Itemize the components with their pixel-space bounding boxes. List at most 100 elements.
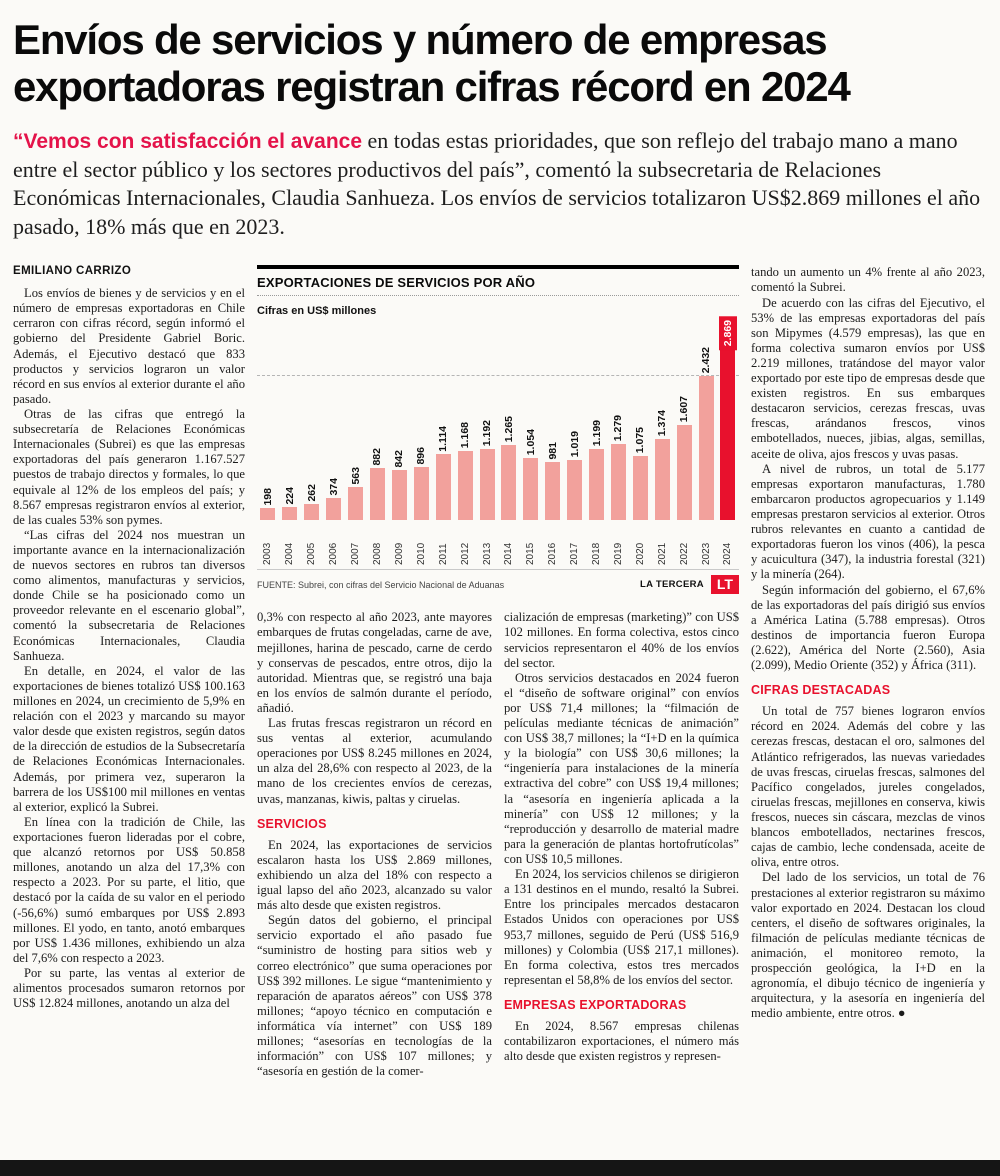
chart-reference-line [257, 375, 739, 377]
brand-name: LA TERCERA [640, 579, 704, 591]
chart-bar-group: 1.075 2020 [629, 427, 651, 565]
bar [720, 350, 736, 521]
chart-bar-group: 224 2004 [279, 486, 301, 566]
bar [589, 449, 605, 521]
bar-year-label: 2004 [284, 543, 296, 566]
services-exports-chart: EXPORTACIONES DE SERVICIOS POR AÑO Cifra… [257, 265, 739, 600]
bar-value-label: 563 [349, 466, 362, 485]
bar-value-label: 1.114 [437, 425, 450, 452]
subhead-servicios: SERVICIOS [257, 816, 327, 831]
bar-year-label: 2017 [569, 543, 581, 566]
newspaper-page: Envíos de servicios y número de empresas… [13, 16, 987, 1079]
bar-value-label: 882 [371, 447, 384, 466]
bar [501, 445, 517, 521]
bar-value-label: 1.075 [634, 427, 647, 454]
chart-plot: 198 2003 224 2004 262 2005 374 2006 563 2007 882 20… [257, 316, 739, 566]
bar [435, 454, 451, 521]
paragraph: “Las cifras del 2024 nos muestran un imp… [13, 527, 245, 663]
bar-year-label: 2003 [262, 543, 274, 566]
bar-year-label: 2007 [350, 543, 362, 566]
paragraph: Del lado de los servicios, un total de 7… [751, 870, 985, 1021]
lead-highlight: “Vemos con satisfacción el avance [13, 129, 363, 153]
bar-year-label: 2020 [634, 543, 646, 566]
bar-year-label: 2010 [415, 543, 427, 566]
article-body: EMILIANO CARRIZO Los envíos de bienes y … [13, 265, 987, 1079]
article-column-1: EMILIANO CARRIZO Los envíos de bienes y … [13, 265, 245, 1079]
chart-bar-group: 981 2016 [542, 442, 564, 565]
bar-value-label: 2.432 [700, 347, 713, 374]
chart-bar-group: 1.607 2022 [673, 396, 695, 565]
chart-bar-group: 374 2006 [323, 478, 345, 565]
chart-bar-group: 563 2007 [345, 466, 367, 566]
bar [260, 508, 276, 521]
bar-year-label: 2019 [612, 543, 624, 566]
paragraph: Según información del gobierno, el 67,6%… [751, 582, 985, 673]
bar-year-label: 2013 [481, 543, 493, 566]
bar [391, 470, 407, 521]
chart-bar-group: 1.168 2012 [454, 422, 476, 565]
paragraph: 0,3% con respecto al año 2023, ante mayo… [257, 610, 492, 715]
chart-title: EXPORTACIONES DE SERVICIOS POR AÑO [257, 269, 739, 297]
bar-year-label: 2008 [371, 543, 383, 566]
bar [610, 444, 626, 521]
chart-bar-group: 882 2008 [367, 447, 389, 566]
headline: Envíos de servicios y número de empresas… [13, 16, 851, 111]
bar [326, 498, 342, 521]
bar-year-label: 2024 [722, 543, 734, 566]
article-column-4: tando un aumento un 4% frente al año 202… [751, 265, 985, 1079]
bar-year-label: 2005 [306, 543, 318, 566]
chart-bar-group: 1.192 2013 [476, 420, 498, 565]
paragraph: Las frutas frescas registraron un récord… [257, 716, 492, 806]
bar [545, 462, 561, 521]
bar-value-label: 198 [261, 487, 274, 506]
chart-bar-group: 2.869 2024 [717, 316, 739, 565]
bar-value-label: 1.192 [481, 420, 494, 447]
bar [282, 507, 298, 521]
paragraph: En 2024, los servicios chilenos se dirig… [504, 867, 739, 987]
bar-value-label: 1.607 [678, 396, 691, 423]
paragraph: tando un aumento un 4% frente al año 202… [751, 265, 985, 295]
paragraph: cialización de empresas (marketing)” con… [504, 610, 739, 670]
bar-year-label: 2011 [437, 543, 449, 566]
paragraph: Un total de 757 bienes lograron envíos r… [751, 704, 985, 870]
chart-bar-group: 1.265 2014 [498, 416, 520, 565]
paragraph: Otros servicios destacados en 2024 fuero… [504, 670, 739, 867]
bar [698, 376, 714, 521]
bar [523, 458, 539, 521]
bar [567, 460, 583, 521]
bar-value-label: 1.019 [568, 431, 581, 458]
bar-year-label: 2022 [678, 543, 690, 566]
bar-value-label: 1.265 [502, 416, 515, 443]
bar-value-label: 842 [393, 449, 406, 468]
chart-bar-group: 842 2009 [388, 449, 410, 565]
chart-footer: FUENTE: Subrei, con cifras del Servicio … [257, 569, 739, 600]
subhead-cifras-destacadas: CIFRAS DESTACADAS [751, 683, 891, 698]
chart-bar-group: 1.279 2019 [608, 415, 630, 565]
lead-paragraph: “Vemos con satisfacción el avance en tod… [13, 127, 987, 241]
page-bottom-edge [0, 1160, 1000, 1176]
bar-value-label: 1.279 [612, 415, 625, 442]
lead-rest: en todas estas prioridades, que son refl… [13, 127, 981, 239]
bar [457, 451, 473, 521]
bar-year-label: 2018 [591, 543, 603, 566]
center-area: EXPORTACIONES DE SERVICIOS POR AÑO Cifra… [257, 265, 739, 1079]
bar-value-label: 1.374 [656, 410, 669, 437]
paragraph: Los envíos de bienes y de servicios y en… [13, 286, 245, 406]
chart-bar-group: 2.432 2023 [695, 347, 717, 565]
bar-year-label: 2023 [700, 543, 712, 566]
bar-value-label: 1.168 [459, 422, 472, 449]
chart-bar-group: 198 2003 [257, 487, 279, 566]
paragraph: Según datos del gobierno, el principal s… [257, 913, 492, 1079]
bar-value-label: 224 [283, 486, 296, 505]
chart-bar-group: 1.114 2011 [432, 425, 454, 566]
chart-bar-group: 1.054 2015 [520, 429, 542, 565]
bar-value-label: 1.054 [524, 429, 537, 456]
paragraph: En 2024, las exportaciones de servicios … [257, 837, 492, 913]
paragraph: En detalle, en 2024, el valor de las exp… [13, 663, 245, 814]
bar [413, 467, 429, 521]
chart-bar-group: 1.019 2017 [564, 431, 586, 565]
bar [348, 487, 364, 521]
bar-value-label: 1.199 [590, 420, 603, 447]
paragraph: De acuerdo con las cifras del Ejecutivo,… [751, 295, 985, 461]
bar-year-label: 2014 [503, 543, 515, 566]
